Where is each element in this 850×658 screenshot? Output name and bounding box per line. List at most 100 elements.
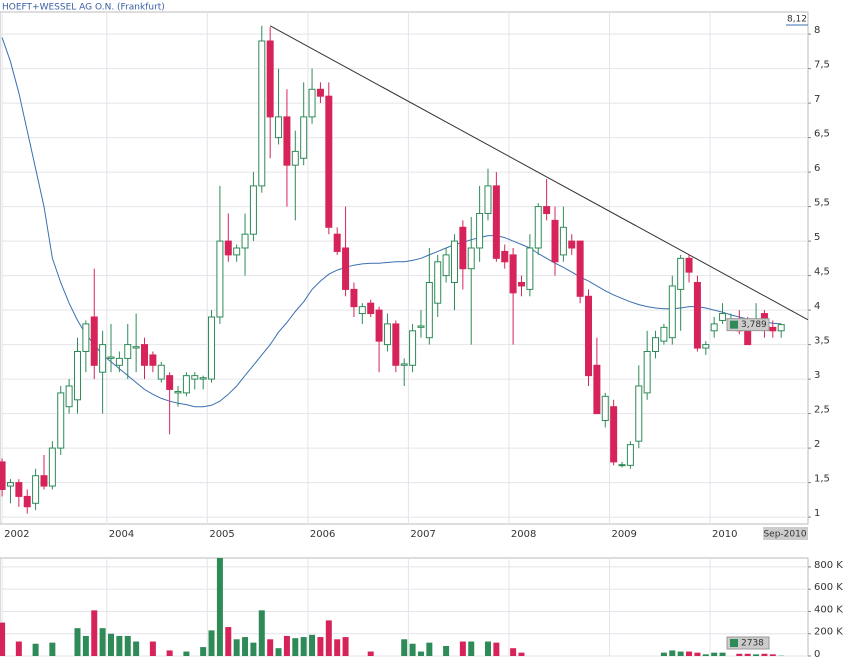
candle-body <box>652 337 660 352</box>
candle-body <box>358 306 366 315</box>
volume-bar <box>242 637 249 656</box>
candle-body <box>559 226 567 256</box>
candle-body <box>434 261 442 304</box>
candle-body <box>450 240 458 283</box>
candle-body <box>166 375 174 390</box>
volume-bar <box>711 652 718 656</box>
volume-bar <box>116 635 123 656</box>
candle-body <box>350 288 358 308</box>
candle-body <box>182 375 190 394</box>
candle-body <box>568 240 576 249</box>
candle-body <box>333 233 341 252</box>
candle-body <box>199 377 207 380</box>
x-tick-label: 2010 <box>712 529 737 540</box>
date-label: Sep-2010 <box>763 530 806 540</box>
candle-body <box>57 392 65 449</box>
volume-bar <box>443 645 450 656</box>
price-panel <box>0 11 809 525</box>
candle-body <box>208 316 216 380</box>
candle-body <box>275 116 283 139</box>
candle-body <box>693 281 701 349</box>
candle-body <box>626 444 634 466</box>
volume-bar <box>200 647 207 656</box>
candle-body <box>15 482 23 497</box>
volume-bar <box>74 628 81 656</box>
y-tick-label: 6,5 <box>814 129 830 140</box>
candle-body <box>48 447 56 487</box>
candle-body <box>618 464 626 467</box>
y-tick-label: 400 K <box>814 604 843 615</box>
candle-body <box>291 150 299 166</box>
last-price-marker <box>730 320 738 329</box>
volume-bar <box>32 643 39 656</box>
y-tick-label: 3,5 <box>814 336 830 347</box>
volume-bar <box>267 639 274 656</box>
trendline <box>269 25 809 321</box>
volume-bar <box>149 641 156 656</box>
volume-bar <box>417 651 424 656</box>
candle-body <box>375 309 383 342</box>
max-label: 8,12 <box>787 15 807 25</box>
y-tick-label: 5,5 <box>814 198 830 209</box>
candle-body <box>643 350 651 394</box>
volume-bar <box>275 648 282 656</box>
volume-bar <box>82 635 89 656</box>
candle-body <box>249 185 257 235</box>
x-tick-label: 2008 <box>511 529 536 540</box>
x-tick-label: 2004 <box>109 529 134 540</box>
candle-body <box>517 281 525 287</box>
volume-label-marker <box>730 639 738 647</box>
x-tick-label: 2006 <box>310 529 335 540</box>
candle-body <box>241 233 249 249</box>
candle-body <box>73 350 81 401</box>
y-tick-label: 4,5 <box>814 267 830 278</box>
volume-bar <box>133 641 140 656</box>
candle-body <box>216 240 224 318</box>
candle-body <box>710 323 718 332</box>
candle-body <box>467 247 475 270</box>
moving-average <box>1 37 782 408</box>
candle-body <box>635 385 643 442</box>
volume-bar <box>166 650 173 656</box>
volume-bar <box>49 642 56 656</box>
volume-bar <box>753 654 760 656</box>
candle-body <box>601 395 609 421</box>
candle-body <box>32 475 40 504</box>
y-tick-label: 0 <box>814 649 820 658</box>
volume-bar <box>300 637 307 656</box>
y-tick-label: 7,5 <box>814 60 830 71</box>
candle-body <box>124 344 132 359</box>
candle-body <box>585 295 593 377</box>
y-tick-label: 1,5 <box>814 474 830 485</box>
volume-bar <box>283 635 290 656</box>
y-tick-label: 6 <box>814 163 820 174</box>
volume-bar <box>99 628 106 656</box>
candle-body <box>316 88 324 97</box>
volume-bar <box>250 642 257 656</box>
candle-body <box>157 364 165 380</box>
y-tick-label: 800 K <box>814 560 843 571</box>
volume-bar <box>0 622 6 656</box>
volume-bar <box>317 637 324 656</box>
candle-body <box>23 495 31 508</box>
volume-bar <box>518 652 525 656</box>
candle-body <box>668 285 676 339</box>
candle-body <box>383 323 391 346</box>
candle-body <box>492 185 500 259</box>
candle-body <box>417 325 425 328</box>
volume-bar <box>686 651 693 656</box>
candle-body <box>107 356 115 359</box>
volume-bar <box>334 639 341 656</box>
volume-bar <box>342 637 349 656</box>
candle-body <box>191 375 199 380</box>
y-tick-label: 3 <box>814 370 820 381</box>
candle-body <box>476 212 484 249</box>
candle-body <box>702 344 710 349</box>
volume-bar <box>124 635 131 656</box>
y-tick-label: 600 K <box>814 582 843 593</box>
y-tick-label: 200 K <box>814 627 843 638</box>
candle-body <box>6 482 14 487</box>
x-tick-label: 2007 <box>410 529 435 540</box>
volume-bar <box>325 620 332 656</box>
